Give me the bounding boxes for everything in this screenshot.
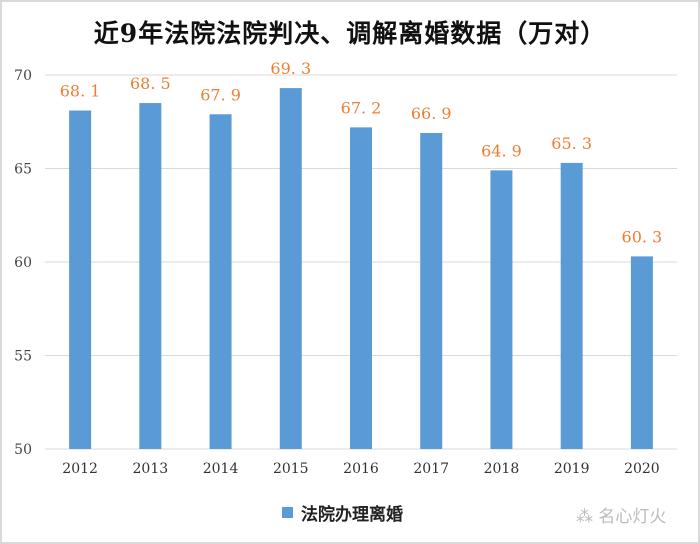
watermark-text: 名心灯火 [598,507,667,527]
y-tick-label: 55 [14,349,32,365]
x-tick-label: 2017 [413,461,449,477]
y-tick-label: 65 [14,162,32,178]
bar [420,132,443,449]
x-tick-label: 2015 [273,461,309,477]
x-tick-label: 2016 [343,461,379,477]
x-tick-label: 2013 [133,461,169,477]
watermark: ⁂ 名心灯火 [576,507,667,527]
data-label: 68. 1 [60,82,101,101]
bar [350,127,372,450]
x-tick-label: 2012 [62,461,98,477]
y-tick-label: 70 [14,68,32,84]
data-label: 67. 2 [341,98,382,117]
bar [209,114,232,450]
bar [279,88,302,449]
data-label: 64. 9 [481,141,522,160]
data-label: 69. 3 [270,59,311,78]
bar [139,103,162,450]
bar [560,162,583,449]
legend: 法院办理离婚 [282,500,403,525]
y-tick-label: 50 [14,442,32,458]
bar [490,170,513,449]
bar [630,256,653,449]
data-label: 66. 9 [411,104,452,123]
x-tick-label: 2018 [484,461,520,477]
data-label: 67. 9 [200,85,241,104]
x-tick-label: 2020 [624,461,660,477]
legend-swatch [282,507,293,518]
y-tick-label: 60 [14,255,32,271]
x-tick-label: 2019 [554,461,590,477]
bar [69,110,92,449]
data-label: 65. 3 [551,134,592,153]
chart-title: 近9年法院法院判决、调解离婚数据（万对） [93,19,607,48]
data-label: 68. 5 [130,74,171,93]
legend-label: 法院办理离婚 [301,505,403,525]
data-label: 60. 3 [622,227,663,246]
x-tick-label: 2014 [203,461,239,477]
